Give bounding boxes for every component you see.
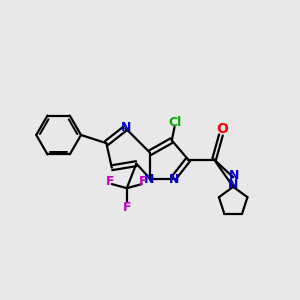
Text: N: N — [229, 169, 239, 182]
Text: Cl: Cl — [168, 116, 181, 129]
Text: F: F — [106, 176, 115, 188]
Text: N: N — [228, 178, 238, 191]
Text: N: N — [121, 121, 131, 134]
Text: O: O — [216, 122, 228, 136]
Text: N: N — [144, 173, 154, 186]
Text: N: N — [169, 173, 179, 186]
Text: F: F — [123, 201, 131, 214]
Text: F: F — [139, 176, 147, 188]
